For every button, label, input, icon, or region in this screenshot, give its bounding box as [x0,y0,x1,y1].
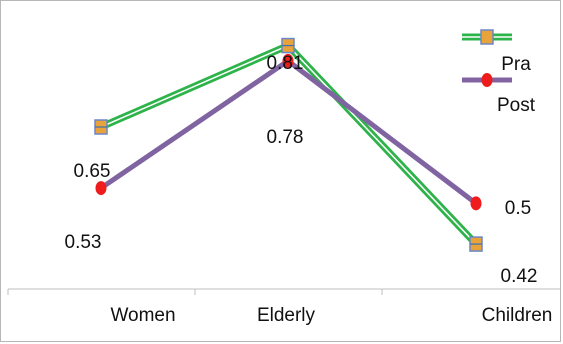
legend-marker-square [480,29,494,45]
data-label-post-women: 0.53 [65,232,102,253]
data-label-post-children: 0.5 [505,198,531,219]
legend-label-pra: Pra [501,54,531,75]
data-label-layer: 0.65 0.81 0.42 0.53 0.78 0.5 [65,53,538,287]
x-tick-label-children: Children [482,305,553,326]
data-label-pra-children: 0.42 [501,266,538,287]
post-point-elderly [282,53,294,68]
post-point-children [470,196,482,211]
post-point-women [95,181,107,196]
legend-label-post: Post [497,95,536,116]
data-label-pra-elderly: 0.81 [267,53,304,74]
x-tick-label-women: Women [110,305,175,326]
legend-marker-circle [481,73,493,87]
axis-layer: Women Elderly Children [7,288,561,326]
legend: Pra Post [462,29,536,116]
data-label-post-elderly: 0.78 [267,127,304,148]
x-tick-label-elderly: Elderly [257,305,316,326]
series-layer [94,37,483,252]
data-label-pra-women: 0.65 [74,161,111,182]
